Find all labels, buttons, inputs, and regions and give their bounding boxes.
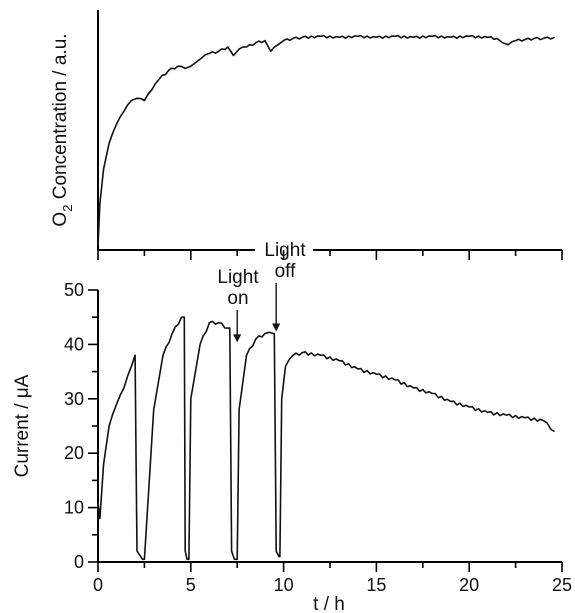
o2-concentration-series (97, 34, 555, 247)
top-y-axis-label-main: O (50, 212, 71, 227)
bottom-x-axis-label: t / h (313, 594, 345, 613)
y-tick-label: 30 (64, 389, 84, 409)
arrow-head (272, 323, 281, 332)
top-y-axis-label-rest: Concentration / a.u. (50, 33, 71, 204)
top-x-ticks (97, 250, 563, 260)
arrow-head (233, 334, 242, 343)
bottom-panel: 0 5 10 15 20 25 0 10 20 30 40 50 t / h Current / μ… (12, 240, 572, 613)
x-tick-label: 20 (459, 575, 479, 595)
annotation-label: off (275, 261, 297, 282)
top-y-axis-label-subscript: 2 (60, 205, 75, 212)
y-tick-label: 0 (74, 552, 84, 572)
bottom-y-axis-label: Current / μA (12, 374, 33, 477)
x-tick-label: 15 (366, 575, 386, 595)
y-tick-label: 10 (64, 498, 84, 518)
top-panel: O2 Concentration / a.u. (50, 10, 563, 260)
x-tick-label: 0 (93, 575, 103, 595)
y-tick-label: 40 (64, 334, 84, 354)
bottom-y-ticks: 0 10 20 30 40 50 (64, 280, 98, 572)
current-series (97, 316, 555, 561)
annotation-label: Light (264, 240, 306, 261)
annotation-label: Light (217, 267, 259, 288)
y-tick-label: 50 (64, 280, 84, 300)
x-tick-label: 25 (552, 575, 572, 595)
bottom-x-ticks: 0 5 10 15 20 25 (93, 562, 572, 595)
x-tick-label: 10 (274, 575, 294, 595)
y-tick-label: 20 (64, 443, 84, 463)
annotation-label: on (227, 288, 248, 309)
x-tick-label: 5 (186, 575, 196, 595)
top-y-axis-label: O2 Concentration / a.u. (50, 33, 75, 226)
